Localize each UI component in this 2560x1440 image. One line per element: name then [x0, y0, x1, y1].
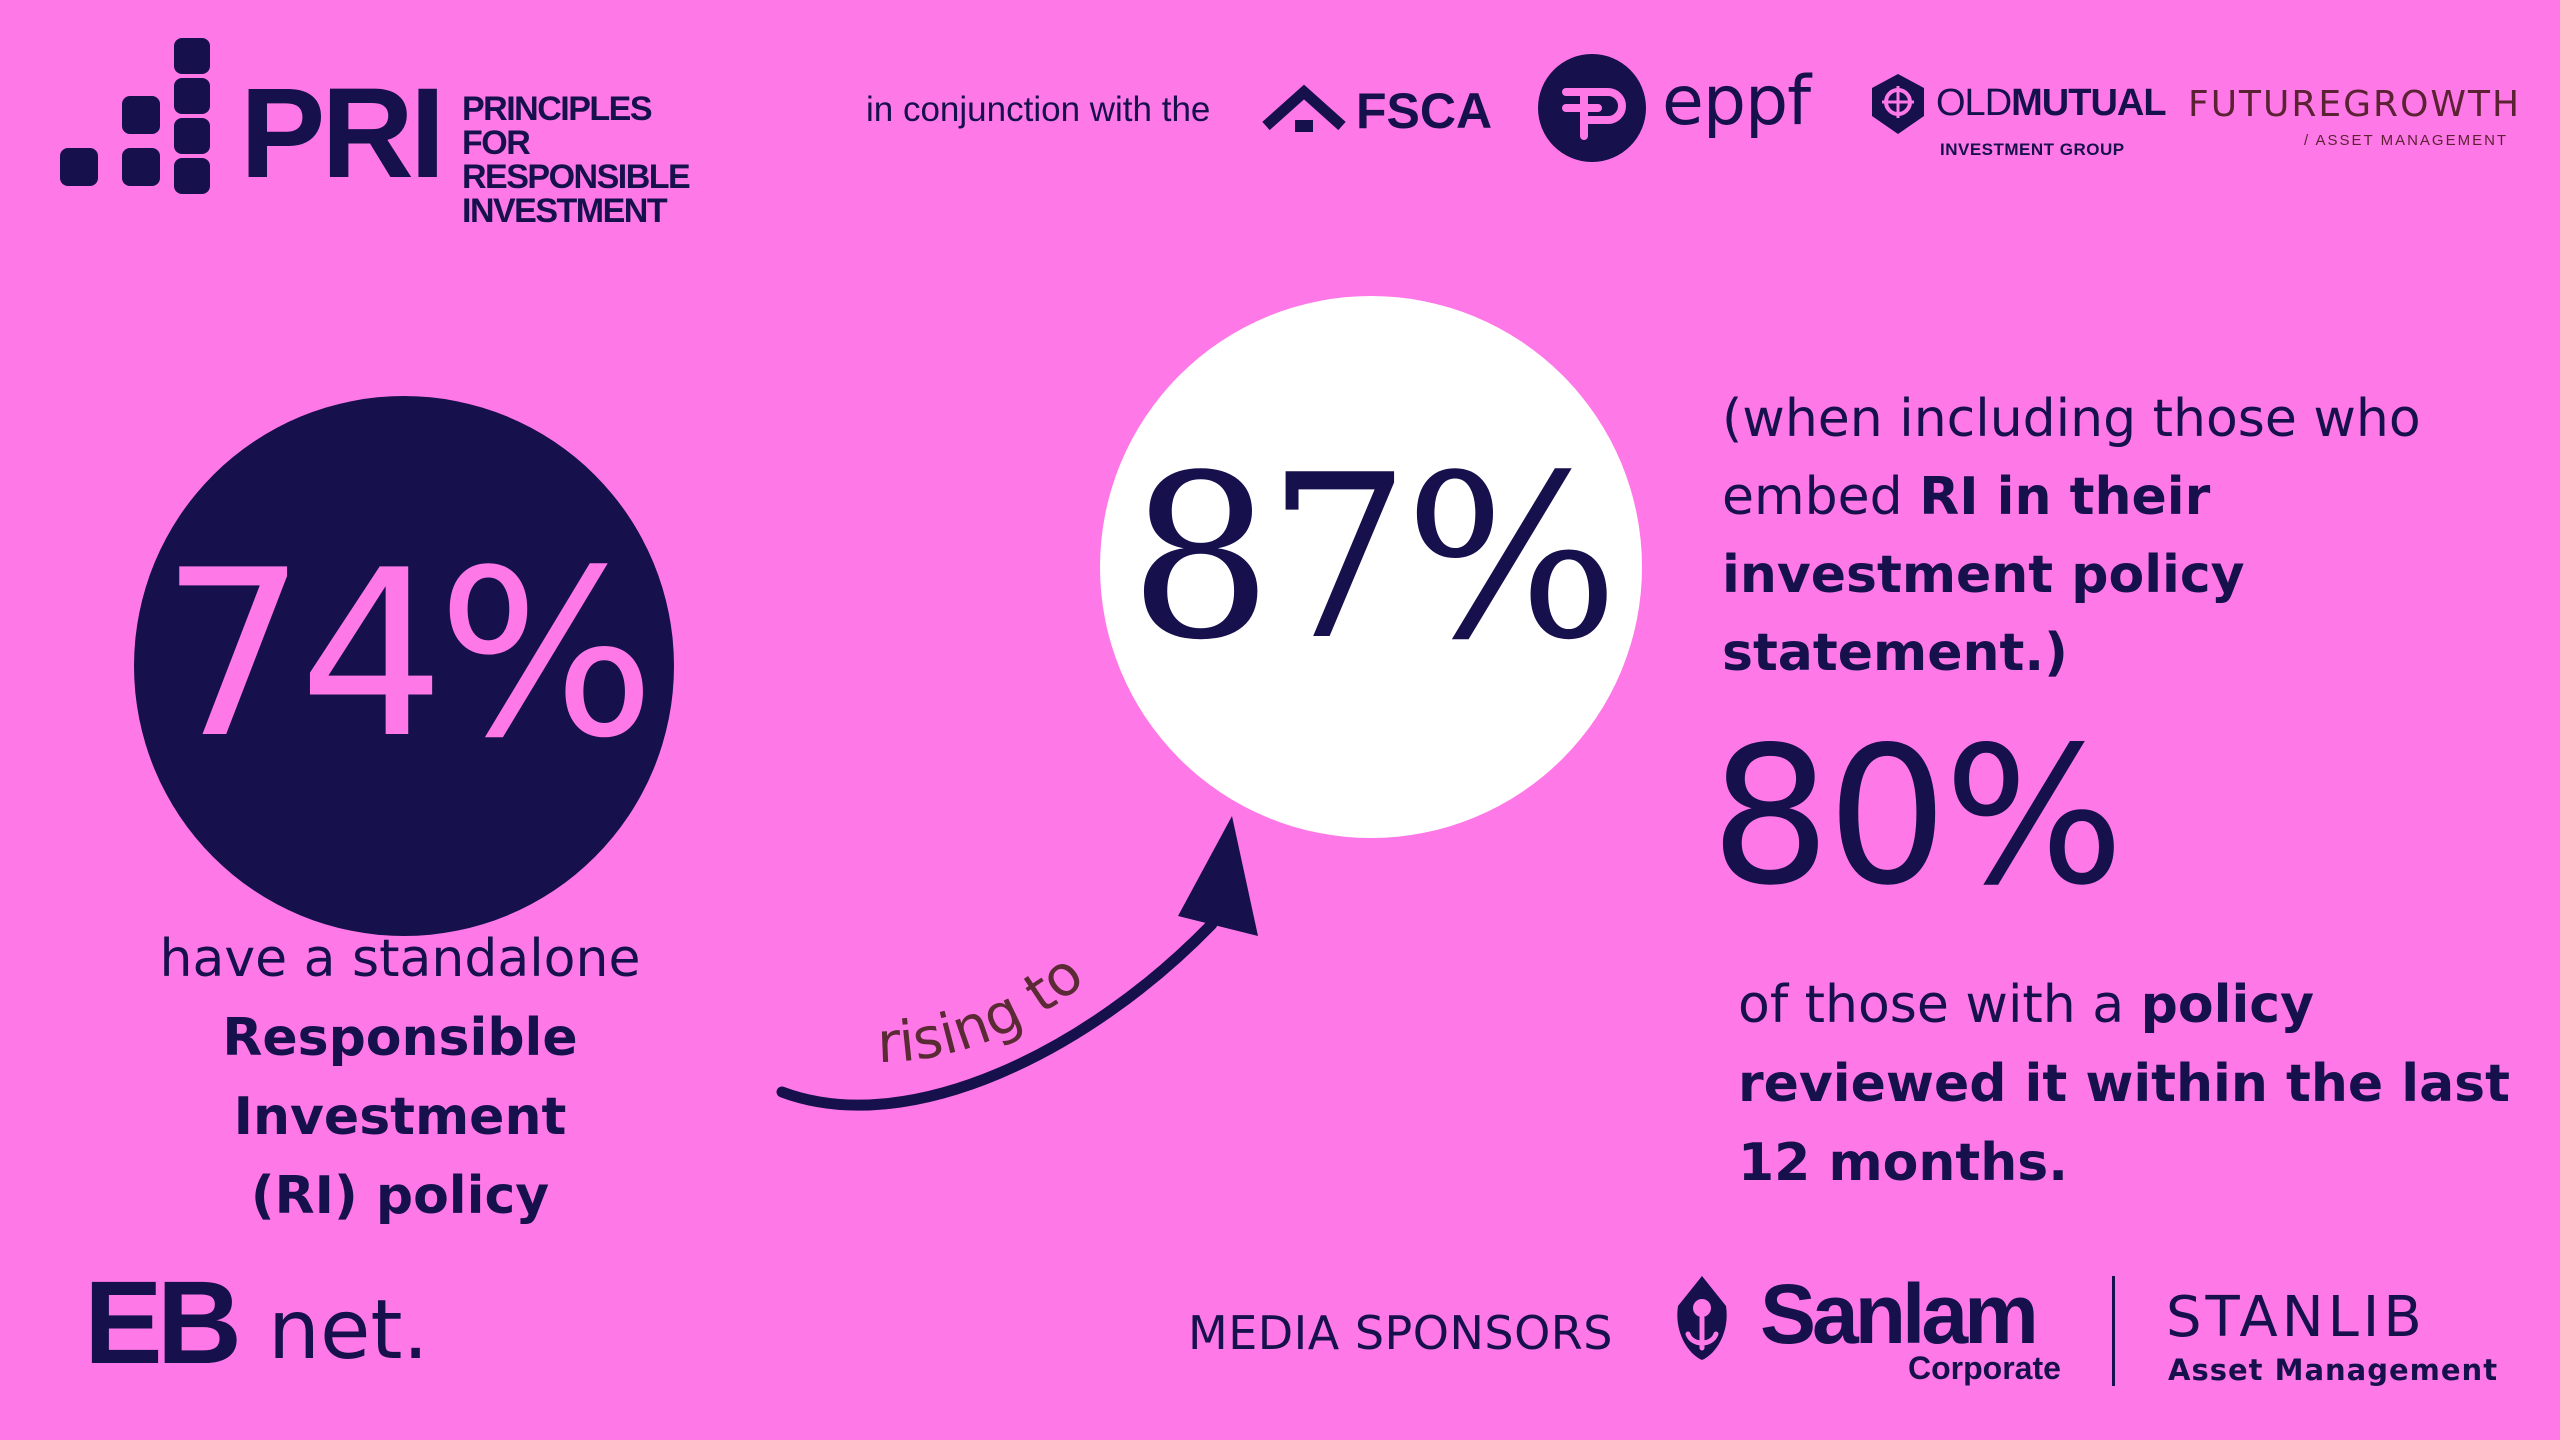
futuregrowth-logo-text: FUTUREGROWTH	[2188, 84, 2522, 125]
note-text: (when including those who embed	[1722, 389, 2421, 527]
stat-caption-reviewed: of those with a policy reviewed it withi…	[1738, 966, 2558, 1203]
eppf-logo-icon	[1538, 54, 1646, 162]
arrow-label: rising to	[876, 941, 1095, 1076]
caption-line-bold: Responsible Investment	[222, 1008, 578, 1147]
old-mutual-subtitle: INVESTMENT GROUP	[1940, 140, 2125, 159]
old-mutual-bold-text: MUTUAL	[2011, 82, 2166, 124]
sanlam-logo-text: Sanlam	[1760, 1267, 2039, 1361]
fsca-logo-text: FSCA	[1356, 83, 1493, 139]
pri-full-name: PRINCIPLES FOR RESPONSIBLE INVESTMENT	[462, 92, 692, 228]
arrow-label-text: rising to	[876, 941, 1095, 1076]
sanlam-anchor-icon	[1677, 1276, 1727, 1360]
eppf-logo-text: eppf	[1662, 62, 1811, 141]
stat-value-reviewed: 80%	[1710, 706, 2124, 927]
pri-full-name-line: RESPONSIBLE	[462, 158, 691, 196]
stat-caption-standalone: have a standalone Responsible Investment…	[60, 920, 740, 1236]
old-mutual-logo-text: OLDMUTUAL	[1936, 82, 2167, 125]
stat-note-including: (when including those who embed RI in th…	[1722, 380, 2542, 692]
pri-full-name-line: INVESTMENT	[462, 192, 668, 230]
stat-value-standalone: 74%	[160, 522, 655, 789]
stat-circle-including	[1100, 296, 1642, 838]
futuregrowth-subtitle: / ASSET MANAGEMENT	[2304, 132, 2509, 149]
stat-circle-standalone	[134, 396, 674, 936]
old-mutual-light-text: OLD	[1936, 82, 2012, 124]
review-text-bold: policy reviewed it within the last 12 mo…	[1738, 975, 2510, 1193]
stat-value-including: 87%	[1128, 427, 1619, 690]
ebnet-logo-light: net.	[268, 1283, 429, 1378]
old-mutual-logo-icon	[1872, 74, 1924, 134]
fsca-logo-icon	[1262, 84, 1346, 132]
stanlib-logo-text: STANLIB	[2166, 1285, 2426, 1350]
conjunction-text: in conjunction with the	[866, 90, 1211, 129]
note-text-bold: RI in their investment policy statement.…	[1722, 467, 2245, 683]
sanlam-logo-subtitle: Corporate	[1908, 1350, 2061, 1386]
media-sponsors-label: MEDIA SPONSORS	[1188, 1306, 1613, 1360]
sponsor-divider	[2112, 1276, 2115, 1386]
pri-logo-text: PRI	[240, 62, 445, 205]
caption-line: have a standalone	[159, 929, 641, 989]
ebnet-logo-bold: EB	[84, 1257, 242, 1389]
pri-full-name-line: PRINCIPLES FOR	[462, 90, 653, 162]
pri-logo-icon	[60, 38, 210, 194]
stanlib-logo-subtitle: Asset Management	[2168, 1353, 2499, 1387]
caption-line-bold: (RI) policy	[250, 1166, 550, 1226]
review-text: of those with a	[1738, 975, 2141, 1035]
rising-arrow-icon: rising to	[760, 816, 1258, 1140]
